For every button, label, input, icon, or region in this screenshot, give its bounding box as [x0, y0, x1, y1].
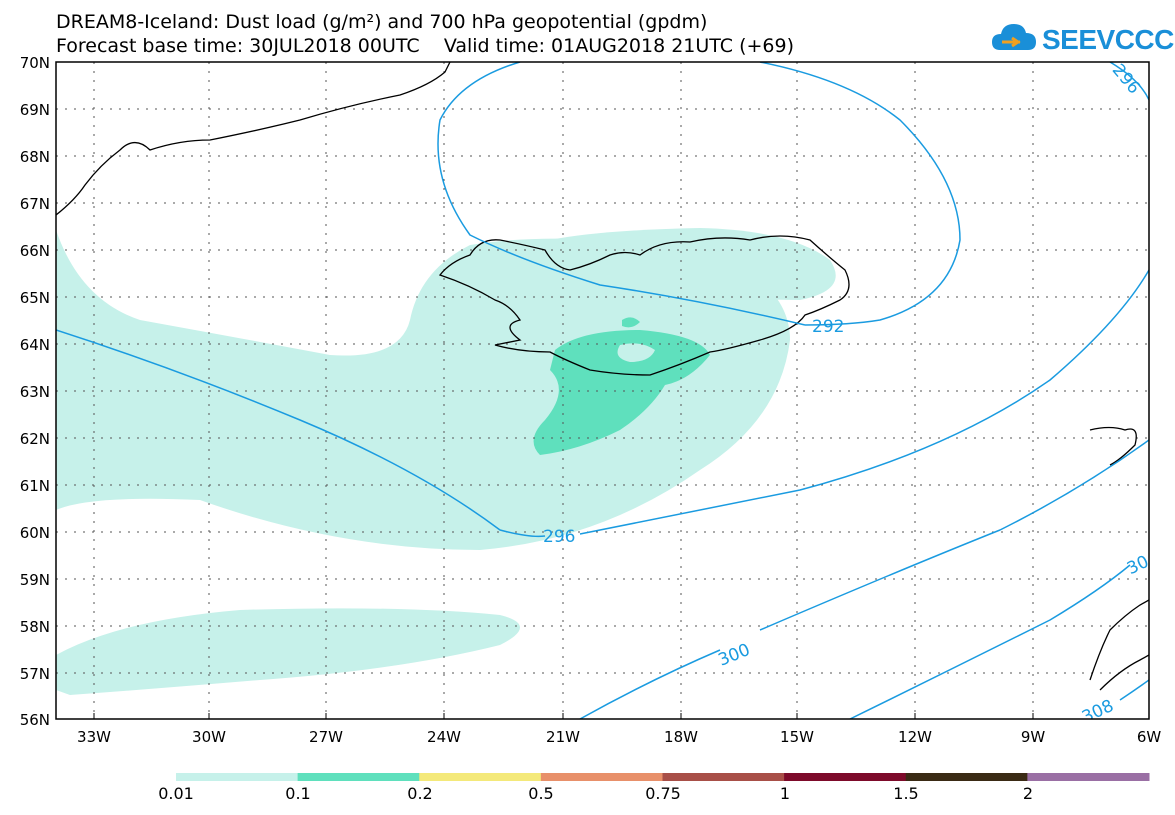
contour-304 [849, 564, 1131, 719]
lat-label: 58N [20, 618, 50, 636]
valid-time: Valid time: 01AUG2018 21UTC (+69) [443, 35, 795, 57]
map-frame [55, 61, 1150, 720]
colorbar-swatch [297, 773, 420, 781]
contour-292 [437, 62, 961, 326]
contour-lines [56, 62, 1149, 719]
dust-region-low-north [550, 228, 836, 300]
contour-label: 300 [715, 640, 753, 671]
contour-300 [579, 439, 1149, 719]
colorbar-label: 1.5 [893, 784, 919, 803]
colorbar-label: 0.01 [158, 784, 194, 803]
lat-label: 68N [20, 148, 50, 166]
contour-308 [1119, 679, 1149, 701]
dust-region-mid-hole [617, 343, 655, 362]
lat-label: 57N [20, 665, 50, 683]
latitude-labels: 70N 69N 68N 67N 66N 65N 64N 63N 62N 61N … [20, 54, 50, 729]
colorbar-label: 1 [779, 784, 791, 803]
colorbar-label: 0.1 [285, 784, 311, 803]
lon-label: 9W [1021, 728, 1046, 746]
lon-label: 6W [1137, 728, 1162, 746]
colorbar-swatch [662, 773, 785, 781]
contour-296 [56, 269, 1149, 538]
seevccc-logo: SEEVCCC [990, 18, 1174, 60]
coastline [56, 62, 1149, 691]
lat-label: 63N [20, 383, 50, 401]
colorbar-label: 0.5 [528, 784, 554, 803]
colorbar-swatch [1027, 773, 1150, 781]
grid [56, 62, 1149, 719]
cloud-icon [992, 24, 1036, 50]
iceland-coast [438, 235, 850, 376]
lat-label: 70N [20, 54, 50, 72]
lat-label: 69N [20, 101, 50, 119]
lat-label: 61N [20, 477, 50, 495]
norway-coast [1089, 599, 1149, 691]
contour-label: 30 [1124, 552, 1152, 579]
longitude-labels: 33W 30W 27W 24W 21W 18W 15W 12W 9W 6W [77, 728, 1161, 746]
lat-label: 60N [20, 524, 50, 542]
forecast-info: Forecast base time: 30JUL2018 00UTC Vali… [56, 36, 794, 56]
lat-label: 64N [20, 336, 50, 354]
colorbar-label: 2 [1022, 784, 1034, 803]
dust-region-low-south [56, 608, 520, 695]
dust-region-mid [533, 330, 710, 455]
colorbar-label: 0.2 [407, 784, 433, 803]
contour-label: 296 [1108, 60, 1144, 98]
contour-label: 308 [1079, 696, 1117, 728]
colorbar [176, 773, 1150, 781]
lat-label: 62N [20, 430, 50, 448]
dust-region-mid-hole-2 [622, 317, 640, 328]
lon-label: 27W [309, 728, 343, 746]
forecast-base-time: Forecast base time: 30JUL2018 00UTC [56, 35, 420, 57]
lon-label: 30W [192, 728, 226, 746]
contour-label: 296 [543, 527, 575, 547]
logo-text: SEEVCCC [1042, 24, 1174, 55]
lon-label: 33W [77, 728, 111, 746]
colorbar-swatch [176, 773, 299, 781]
colorbar-swatch [419, 773, 542, 781]
lat-label: 67N [20, 195, 50, 213]
contour-296-north [1109, 62, 1149, 101]
colorbar-swatch [784, 773, 907, 781]
chart-title: DREAM8-Iceland: Dust load (g/m²) and 700… [56, 11, 708, 33]
lon-label: 24W [427, 728, 461, 746]
lat-label: 59N [20, 571, 50, 589]
faroe-coast [1089, 426, 1137, 466]
colorbar-swatch [540, 773, 663, 781]
lat-label: 65N [20, 289, 50, 307]
contour-label: 292 [812, 317, 844, 337]
lat-label: 66N [20, 242, 50, 260]
greenland-coast [56, 62, 451, 216]
colorbar-swatch [905, 773, 1028, 781]
dust-region-low-iceland [56, 230, 790, 550]
lon-label: 21W [546, 728, 580, 746]
lon-label: 12W [898, 728, 932, 746]
colorbar-label: 0.75 [645, 784, 681, 803]
lon-label: 15W [780, 728, 814, 746]
lon-label: 18W [664, 728, 698, 746]
lat-label: 56N [20, 711, 50, 729]
